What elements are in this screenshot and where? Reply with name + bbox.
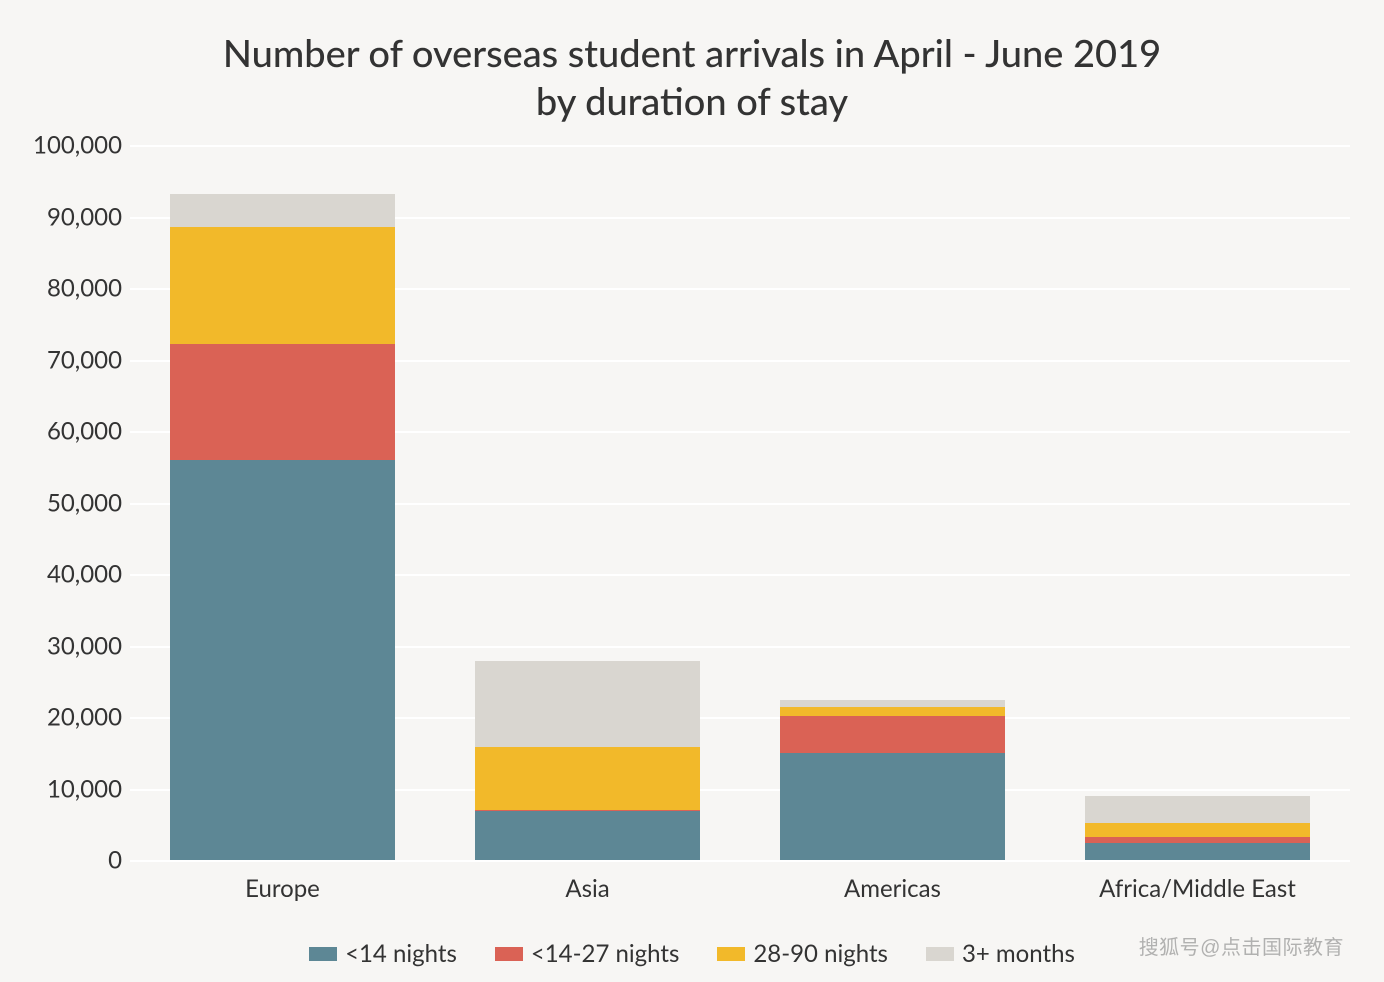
bar-segment [1085, 823, 1311, 837]
grid-line [130, 145, 1350, 147]
legend-item: 3+ months [926, 939, 1075, 968]
bar-group [170, 194, 396, 860]
bar-segment [780, 700, 1006, 707]
y-tick-label: 50,000 [12, 488, 122, 517]
y-tick-label: 60,000 [12, 417, 122, 446]
bar-group [780, 700, 1006, 860]
chart-container: Number of overseas student arrivals in A… [0, 0, 1384, 982]
legend-label: <14-27 nights [531, 939, 680, 968]
legend-swatch [309, 947, 337, 961]
bar-segment [475, 811, 701, 860]
legend-swatch [495, 947, 523, 961]
bar-segment [1085, 843, 1311, 860]
x-tick-label: Americas [740, 874, 1045, 903]
grid-line [130, 860, 1350, 862]
legend-swatch [926, 947, 954, 961]
bar-segment [475, 810, 701, 811]
bar-segment [780, 753, 1006, 860]
bar-group [1085, 796, 1311, 860]
y-tick-label: 100,000 [12, 131, 122, 160]
y-tick-label: 30,000 [12, 631, 122, 660]
bar-segment [780, 707, 1006, 716]
y-tick-label: 20,000 [12, 703, 122, 732]
legend-swatch [717, 947, 745, 961]
chart-title-line1: Number of overseas student arrivals in A… [223, 30, 1161, 76]
y-tick-label: 40,000 [12, 560, 122, 589]
y-tick-label: 0 [12, 846, 122, 875]
x-tick-label: Africa/Middle East [1045, 874, 1350, 903]
legend-item: 28-90 nights [717, 939, 888, 968]
bar-segment [1085, 796, 1311, 823]
bar-segment [780, 716, 1006, 753]
y-tick-label: 10,000 [12, 774, 122, 803]
legend-label: 3+ months [962, 939, 1075, 968]
chart-title: Number of overseas student arrivals in A… [40, 30, 1344, 125]
plot-area [130, 145, 1350, 860]
bar-segment [475, 661, 701, 747]
bar-segment [170, 194, 396, 227]
x-tick-label: Europe [130, 874, 435, 903]
bar-segment [170, 227, 396, 344]
bar-segment [170, 460, 396, 860]
legend-label: 28-90 nights [753, 939, 888, 968]
chart-title-line2: by duration of stay [536, 78, 848, 124]
y-tick-label: 70,000 [12, 345, 122, 374]
bar-group [475, 661, 701, 860]
y-tick-label: 90,000 [12, 202, 122, 231]
watermark-text: 搜狐号@点击国际教育 [1139, 931, 1344, 960]
legend-item: <14-27 nights [495, 939, 680, 968]
y-tick-label: 80,000 [12, 274, 122, 303]
legend-item: <14 nights [309, 939, 457, 968]
bar-segment [1085, 837, 1311, 843]
bar-segment [475, 747, 701, 810]
legend-label: <14 nights [345, 939, 457, 968]
x-tick-label: Asia [435, 874, 740, 903]
bar-segment [170, 344, 396, 460]
